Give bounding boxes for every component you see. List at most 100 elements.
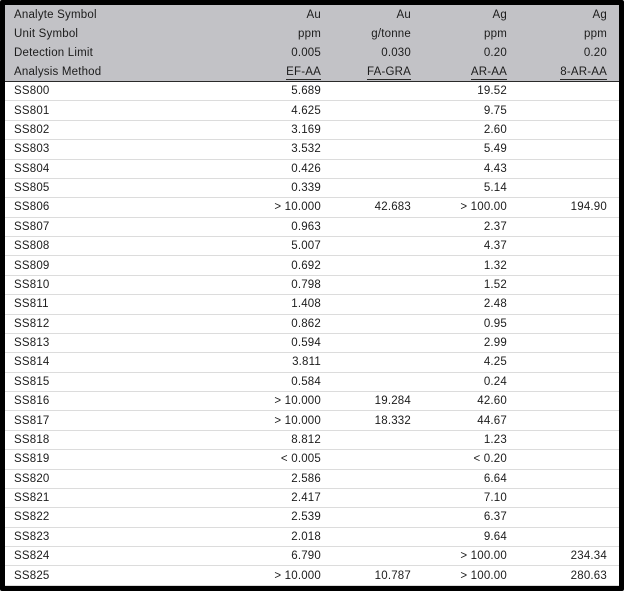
result-value-col3: 19.52 [477,85,507,98]
result-value-col3: 0.50 [423,585,519,586]
result-value-col4: 194.90 [570,201,607,214]
result-value-col1: 0.426 [291,162,321,175]
table-row: SS803 3.532 5.49 [5,140,619,159]
sample-id: SS824 [14,550,50,563]
header-value-col3: ppm [484,27,507,40]
result-value-col2 [333,353,423,372]
result-value-col2 [333,508,423,527]
table-row: SS821 2.417 7.10 [5,488,619,508]
sample-id: SS815 [14,375,50,388]
result-value-col4 [519,237,619,256]
result-value-col4 [519,159,619,178]
sample-id: SS820 [14,472,50,485]
table-row: SS807 0.963 2.37 [5,217,619,237]
result-value-col4 [519,372,619,391]
result-value-col2: 18.332 [374,414,411,427]
sample-id: SS816 [14,395,50,408]
result-value-col1: 3.532 [291,143,321,156]
result-value-col4 [519,140,619,159]
result-value-col3: 2.99 [483,337,507,350]
result-value-col4 [519,275,619,294]
table-row: SS812 0.862 0.95 [5,314,619,334]
header-value-col4-text: 8-AR-AA [560,65,607,80]
result-value-col2 [333,295,423,314]
result-value-col2: 19.284 [374,395,411,408]
header-value-col1: Au [306,8,321,21]
table-row: SS801 4.625 9.75 [5,101,619,121]
sample-id: SS813 [14,337,50,350]
result-value-col3: 6.37 [483,511,507,524]
result-value-col4 [519,256,619,275]
result-value-col1: > 10.000 [274,395,321,408]
result-value-col2 [333,159,423,178]
header-row-label: Unit Symbol [14,27,79,40]
header-row-label: Analyte Symbol [14,8,97,21]
result-value-col3: 44.67 [477,414,507,427]
result-value-col4 [519,82,619,101]
result-value-col4 [519,217,619,236]
result-value-col3: 2.37 [483,220,507,233]
table-row: SS808 5.007 4.37 [5,237,619,256]
result-value-col2 [333,372,423,391]
header-value-col1-text: EF-AA [286,65,321,80]
result-value-col1: 0.584 [291,375,321,388]
sample-id: SS825 [14,569,50,582]
result-value-col4 [519,314,619,333]
sample-id: SS810 [14,278,50,291]
sample-id: SS814 [14,356,50,369]
header-value-col3: AR-AA [423,62,519,82]
table-row: SS818 8.812 1.23 [5,430,619,450]
table-row: SS811 1.408 2.48 [5,295,619,314]
header-value-col2: g/tonne [371,27,411,40]
table-row: SS809 0.692 1.32 [5,256,619,276]
result-value-col4 [519,411,619,430]
header-value-col4: 8-AR-AA [519,62,619,82]
header-value-col2: Au [396,8,411,21]
result-value-col3: 0.95 [483,317,507,330]
result-value-col3: 6.64 [483,472,507,485]
sample-id: SS802 [14,123,50,136]
table-row: SS815 0.584 0.24 [5,372,619,392]
header-row: Analyte Symbol Au Au Ag Ag [5,5,619,24]
result-value-col2 [333,237,423,256]
sample-id: SS809 [14,259,50,272]
table-row: SS806 > 10.000 42.683 > 100.00 194.90 [5,198,619,218]
result-value-col2 [333,140,423,159]
result-value-col2 [333,178,423,197]
result-value-col3: 9.75 [483,104,507,117]
header-value-col2-text: FA-GRA [366,65,411,80]
table-row: SS822 2.539 6.37 [5,508,619,528]
table-row: SS804 0.426 4.43 [5,159,619,179]
sample-id: SS804 [14,162,50,175]
result-value-col2 [333,101,423,120]
result-value-col1: 0.798 [291,278,321,291]
result-value-col1: 3.811 [292,356,321,369]
table-row: SS823 2.018 9.64 [5,527,619,547]
sample-id: SS822 [14,511,50,524]
sample-id: SS823 [14,530,50,543]
table-row: SS813 0.594 2.99 [5,333,619,353]
result-value-col1: 0.339 [291,182,321,195]
result-value-col1: 0.594 [291,337,321,350]
result-value-col2 [333,82,423,101]
sample-id: SS812 [14,317,50,330]
result-value-col3: 42.60 [477,395,507,408]
result-value-col3: 2.48 [483,298,507,311]
result-value-col2 [333,488,423,507]
header-row: Unit Symbol ppm g/tonne ppm ppm [5,24,619,43]
sample-id: SS806 [14,201,50,214]
result-value-col4 [519,585,619,586]
header-value-col3: 0.20 [483,46,507,59]
table-row: SS8260.181 0.50 [5,585,619,586]
table-row: SS824 6.790 > 100.00 234.34 [5,547,619,566]
result-value-col1: 6.790 [291,550,321,563]
result-value-col3: < 0.20 [473,453,507,466]
result-value-col3: 0.24 [483,375,507,388]
result-value-col2 [333,585,423,586]
sample-id: SS803 [14,143,50,156]
result-value-col4 [519,508,619,527]
result-value-col3: > 100.00 [460,550,507,563]
result-value-col1: 0.181 [241,585,333,586]
result-value-col4 [519,430,619,449]
result-value-col3: 5.14 [483,182,507,195]
